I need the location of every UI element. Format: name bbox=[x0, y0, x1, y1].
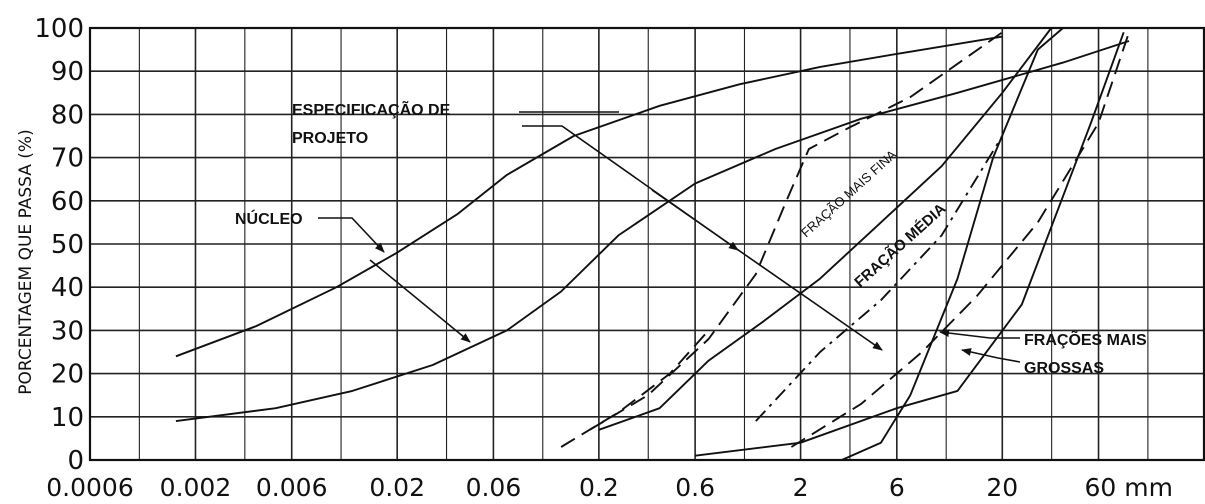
y-tick-label: 30 bbox=[51, 316, 84, 346]
leader-fracoes-lower bbox=[961, 348, 1021, 363]
annotation-fracao-media: FRAÇÃO MÉDIA bbox=[851, 199, 950, 291]
annotation-projeto: PROJETO bbox=[292, 130, 368, 147]
series-line-1 bbox=[175, 35, 1003, 358]
series-line-2 bbox=[175, 40, 1130, 423]
x-tick-label: 0.06 bbox=[466, 473, 522, 502]
y-tick-label: 60 bbox=[51, 187, 84, 217]
y-tick-label: 0 bbox=[67, 446, 84, 476]
leader-projeto-lower bbox=[651, 189, 883, 351]
x-tick-labels: 0.0006 0.002 0.006 0.02 0.06 0.2 0.6 2 6 20 60 mm bbox=[46, 473, 1173, 502]
annotation-nucleo: NÚCLEO bbox=[235, 209, 303, 228]
x-tick-label: 0.0006 bbox=[46, 473, 133, 502]
plot-frame bbox=[88, 26, 1205, 462]
series-line-3 bbox=[589, 31, 1003, 431]
series-line-4 bbox=[598, 27, 1053, 431]
y-tick-label: 100 bbox=[34, 14, 84, 44]
series-line-8 bbox=[694, 31, 1125, 457]
y-tick-labels: 0 10 20 30 40 50 60 70 80 90 100 bbox=[34, 14, 84, 476]
x-tick-label: 0.2 bbox=[579, 473, 619, 502]
series-lines bbox=[175, 27, 1130, 461]
x-tick-label: 2 bbox=[793, 473, 809, 502]
series-line-5 bbox=[560, 329, 710, 448]
x-tick-label: 0.006 bbox=[256, 473, 328, 502]
x-tick-label: 0.02 bbox=[369, 473, 425, 502]
annotation-grossas: GROSSAS bbox=[1024, 360, 1104, 377]
leader-nucleo-upper bbox=[318, 217, 385, 253]
series-line-9 bbox=[841, 27, 1064, 461]
y-tick-label: 10 bbox=[51, 403, 84, 433]
series-line-6 bbox=[755, 135, 1004, 422]
x-tick-label: 60 mm bbox=[1085, 473, 1173, 502]
x-tick-label: 20 bbox=[986, 473, 1018, 502]
y-tick-label: 80 bbox=[51, 100, 84, 130]
y-axis-title: PORCENTAGEM QUE PASSA (%) bbox=[16, 129, 36, 394]
x-tick-label: 0.002 bbox=[160, 473, 232, 502]
leader-nucleo-lower bbox=[369, 259, 471, 343]
annotation-fracoes-mais: FRAÇÕES MAIS bbox=[1024, 329, 1147, 349]
leader-fracoes-upper bbox=[939, 329, 1020, 339]
series-line-7 bbox=[790, 31, 1130, 448]
annotation-especificacao: ESPECIFICAÇÃO DE bbox=[292, 99, 451, 119]
y-tick-label: 70 bbox=[51, 144, 84, 174]
x-tick-label: 0.6 bbox=[675, 473, 715, 502]
leader-lines bbox=[318, 111, 1021, 363]
x-tick-label: 6 bbox=[889, 473, 905, 502]
y-tick-label: 20 bbox=[51, 360, 84, 390]
y-tick-label: 90 bbox=[51, 57, 84, 87]
y-tick-label: 40 bbox=[51, 273, 84, 303]
grid bbox=[88, 26, 1205, 462]
leader-projeto-arrow bbox=[522, 125, 739, 251]
y-tick-label: 50 bbox=[51, 230, 84, 260]
annotation-fracao-mais-fina: FRAÇÃO MAIS FINA bbox=[798, 147, 900, 241]
